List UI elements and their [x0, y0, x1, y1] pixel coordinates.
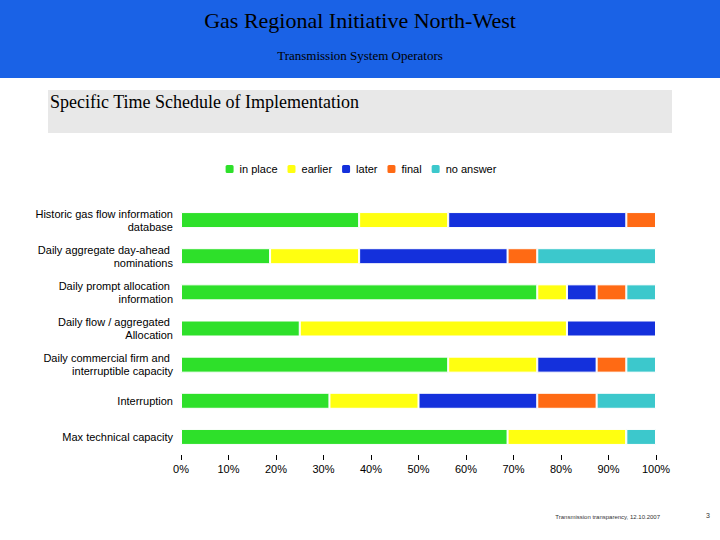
- svg-text:100%: 100%: [642, 463, 670, 475]
- svg-text:20%: 20%: [265, 463, 287, 475]
- svg-text:Daily prompt allocation: Daily prompt allocation: [59, 280, 173, 292]
- svg-text:50%: 50%: [407, 463, 429, 475]
- svg-text:0%: 0%: [173, 463, 189, 475]
- svg-text:60%: 60%: [455, 463, 477, 475]
- html-text:Transmission System Operators: Transmission System Operators: [277, 48, 443, 63]
- svg-text:80%: 80%: [550, 463, 572, 475]
- svg-text:database: database: [125, 221, 173, 233]
- svg-text:10%: 10%: [217, 463, 239, 475]
- svg-text:Allocation: Allocation: [125, 329, 173, 341]
- svg-text:Daily flow / aggregated: Daily flow / aggregated: [58, 316, 173, 328]
- svg-text:information: information: [119, 293, 173, 305]
- svg-text:later: later: [356, 163, 378, 175]
- svg-text:Daily commercial firm and: Daily commercial firm and: [43, 352, 173, 364]
- svg-text:final: final: [401, 163, 421, 175]
- svg-text:90%: 90%: [597, 463, 619, 475]
- svg-text:40%: 40%: [360, 463, 382, 475]
- html-text:3: 3: [706, 512, 710, 519]
- svg-text:Historic gas flow information: Historic gas flow information: [35, 208, 173, 220]
- svg-text:70%: 70%: [502, 463, 524, 475]
- svg-text:earlier: earlier: [302, 163, 333, 175]
- svg-text:Max technical capacity: Max technical capacity: [62, 431, 173, 443]
- svg-text:30%: 30%: [312, 463, 334, 475]
- svg-text:interruptible capacity: interruptible capacity: [72, 365, 173, 377]
- svg-text:no answer: no answer: [446, 163, 497, 175]
- html-text:Specific Time Schedule of Impl: Specific Time Schedule of Implementation: [50, 92, 359, 112]
- svg-text:Interruption: Interruption: [117, 395, 173, 407]
- svg-text:in place: in place: [240, 163, 278, 175]
- html-text:Gas Regional Initiative North-: Gas Regional Initiative North-West: [204, 8, 516, 33]
- html-text:Transmission transparency, 12.: Transmission transparency, 12.10.2007: [555, 514, 660, 520]
- svg-text:nominations: nominations: [114, 257, 174, 269]
- svg-text:Daily aggregate day-ahead: Daily aggregate day-ahead: [38, 244, 173, 256]
